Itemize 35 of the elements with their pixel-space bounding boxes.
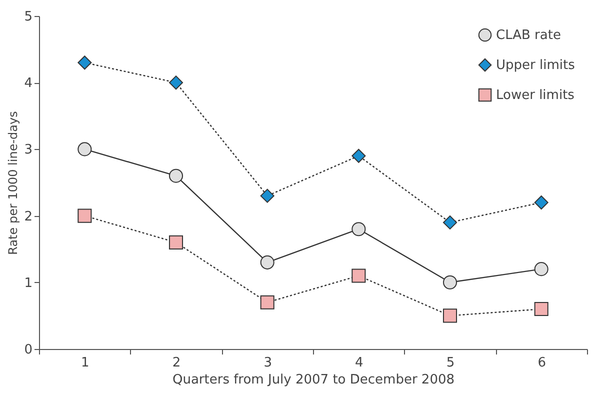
x-tick-label: 2 xyxy=(172,356,181,370)
point xyxy=(352,148,366,163)
x-tick-label: 6 xyxy=(538,356,546,370)
legend-label: Upper limits xyxy=(496,58,576,73)
y-axis-title: Rate per 1000 line-days xyxy=(6,111,20,255)
point xyxy=(78,56,92,70)
point xyxy=(168,235,184,250)
point xyxy=(260,295,274,310)
legend-label: CLAB rate xyxy=(496,28,561,43)
y-tick-label: 4 xyxy=(24,76,32,92)
y-tick-label: 0 xyxy=(24,342,32,358)
x-tick-label: 5 xyxy=(446,356,455,370)
point xyxy=(534,262,548,276)
point xyxy=(442,215,458,230)
point xyxy=(352,222,366,236)
point xyxy=(78,142,92,156)
x-tick-label: 3 xyxy=(264,356,272,370)
point xyxy=(78,208,92,223)
point xyxy=(168,76,184,90)
x-tick-label: 4 xyxy=(355,356,364,370)
point xyxy=(442,308,458,323)
point xyxy=(260,188,274,203)
point xyxy=(534,302,548,316)
y-tick-label: 2 xyxy=(24,209,32,224)
legend-label: Lower limits xyxy=(496,88,575,103)
point xyxy=(260,255,274,270)
y-tick-label: 3 xyxy=(24,142,32,158)
x-axis-title: Quarters from July 2007 to December 2008 xyxy=(172,372,455,388)
point xyxy=(168,168,184,183)
x-tick-label: 1 xyxy=(81,356,90,370)
point xyxy=(442,275,458,290)
y-tick-label: 1 xyxy=(24,276,32,291)
point xyxy=(352,268,366,283)
point xyxy=(534,195,548,210)
y-tick-label: 5 xyxy=(24,10,32,24)
